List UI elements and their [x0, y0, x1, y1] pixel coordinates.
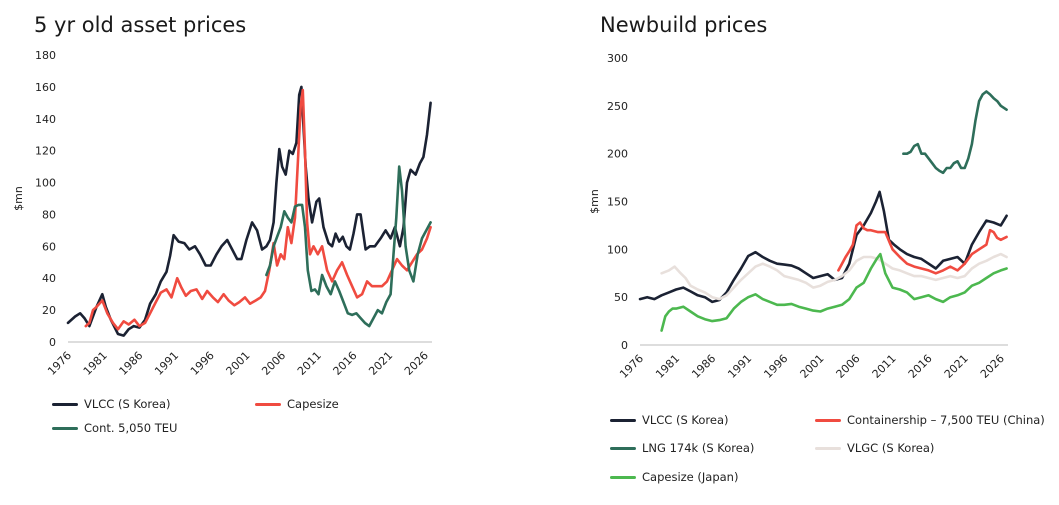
x-tick-label: 2006	[259, 349, 288, 378]
legend-label: Capesize	[287, 397, 339, 411]
legend-swatch	[52, 426, 78, 430]
x-tick-label: 2006	[834, 352, 863, 381]
legend-item: VLCC (S Korea)	[52, 397, 171, 411]
x-tick-label: 1986	[689, 352, 718, 381]
series-line-capesize-japan	[660, 252, 1008, 332]
legend-label: VLCC (S Korea)	[642, 413, 729, 427]
y-tick-label: 60	[42, 240, 56, 253]
x-tick-label: 1996	[188, 349, 217, 378]
legend-item: Capesize	[255, 397, 339, 411]
legend-swatch	[52, 402, 78, 406]
x-tick-label: 2026	[402, 349, 431, 378]
x-tick-label: 2021	[942, 352, 971, 381]
legend-item: Cont. 5,050 TEU	[52, 421, 177, 435]
legend-swatch	[815, 418, 841, 422]
legend-label: VLGC (S Korea)	[847, 441, 935, 455]
legend-label: Capesize (Japan)	[642, 470, 739, 484]
legend-label: Cont. 5,050 TEU	[84, 421, 178, 435]
x-tick-label: 2016	[331, 349, 360, 378]
legend-item: VLCC (S Korea)	[610, 413, 729, 427]
legend-swatch	[255, 402, 281, 406]
chart-plot-newbuild-prices: 0 50 100 150 200 250 300 $mn 1976 1981 1986 1991 199…	[588, 52, 1008, 381]
x-tick-label: 2011	[870, 352, 899, 381]
legend-item: Capesize (Japan)	[610, 470, 738, 484]
y-tick-label: 80	[42, 208, 56, 221]
x-tick-label: 1981	[81, 349, 110, 378]
y-tick-label: 250	[607, 100, 628, 113]
legend-swatch	[610, 475, 636, 479]
series-line-capesize	[84, 88, 432, 331]
x-tick-label: 2021	[366, 349, 395, 378]
y-tick-label: 40	[42, 272, 56, 285]
chart-panel-newbuild-prices: Newbuild prices 0 50 100 150 200 250 300 $mn 197…	[530, 0, 1059, 505]
series-line-containership-7-500-teu-china	[837, 221, 1008, 275]
series-line-vlgc-s-korea	[660, 252, 1008, 301]
y-tick-label: 300	[607, 52, 628, 65]
legend-label: LNG 174k (S Korea)	[642, 441, 755, 455]
x-tick-label: 2011	[295, 349, 324, 378]
y-tick-label: 150	[607, 196, 628, 209]
legend-swatch	[815, 446, 841, 450]
series-line-lng-174k-s-korea	[902, 90, 1008, 175]
x-tick-label: 2001	[224, 349, 253, 378]
chart-title: Newbuild prices	[600, 13, 768, 37]
x-tick-label: 1981	[653, 352, 682, 381]
x-tick-label: 1996	[761, 352, 790, 381]
y-tick-label: 140	[35, 113, 56, 126]
legend-swatch	[610, 446, 636, 450]
y-axis-label: $mn	[12, 186, 25, 211]
x-tick-label: 2001	[798, 352, 827, 381]
x-tick-label: 1986	[117, 349, 146, 378]
x-tick-label: 1991	[725, 352, 754, 381]
x-tick-label: 2016	[906, 352, 935, 381]
y-axis-label: $mn	[588, 189, 601, 214]
legend-label: VLCC (S Korea)	[84, 397, 171, 411]
series-line-vlcc-s-korea	[638, 190, 1008, 304]
y-tick-label: 160	[35, 81, 56, 94]
y-tick-label: 180	[35, 49, 56, 62]
chart-title: 5 yr old asset prices	[34, 13, 247, 37]
y-tick-label: 100	[607, 243, 628, 256]
x-tick-label: 2026	[978, 352, 1007, 381]
x-tick-label: 1976	[617, 352, 646, 381]
x-tick-label: 1976	[45, 349, 74, 378]
y-tick-label: 120	[35, 145, 56, 158]
x-tick-label: 1991	[152, 349, 181, 378]
series-line-cont-5-050-teu	[265, 165, 432, 328]
legend-item: LNG 174k (S Korea)	[610, 441, 754, 455]
y-tick-label: 200	[607, 148, 628, 161]
legend-item: Containership – 7,500 TEU (China)	[815, 413, 1045, 427]
legend-label: Containership – 7,500 TEU (China)	[847, 413, 1045, 427]
legend-swatch	[610, 418, 636, 422]
y-tick-label: 20	[42, 304, 56, 317]
series-line-vlcc-s-korea	[66, 85, 432, 337]
legend-item: VLGC (S Korea)	[815, 441, 934, 455]
y-tick-label: 0	[621, 339, 628, 352]
y-tick-label: 100	[35, 177, 56, 190]
chart-panel-asset-prices: 5 yr old asset prices 0 20 40 60 80 100 120 140…	[12, 13, 432, 435]
y-tick-label: 50	[614, 291, 628, 304]
y-tick-label: 0	[49, 336, 56, 349]
